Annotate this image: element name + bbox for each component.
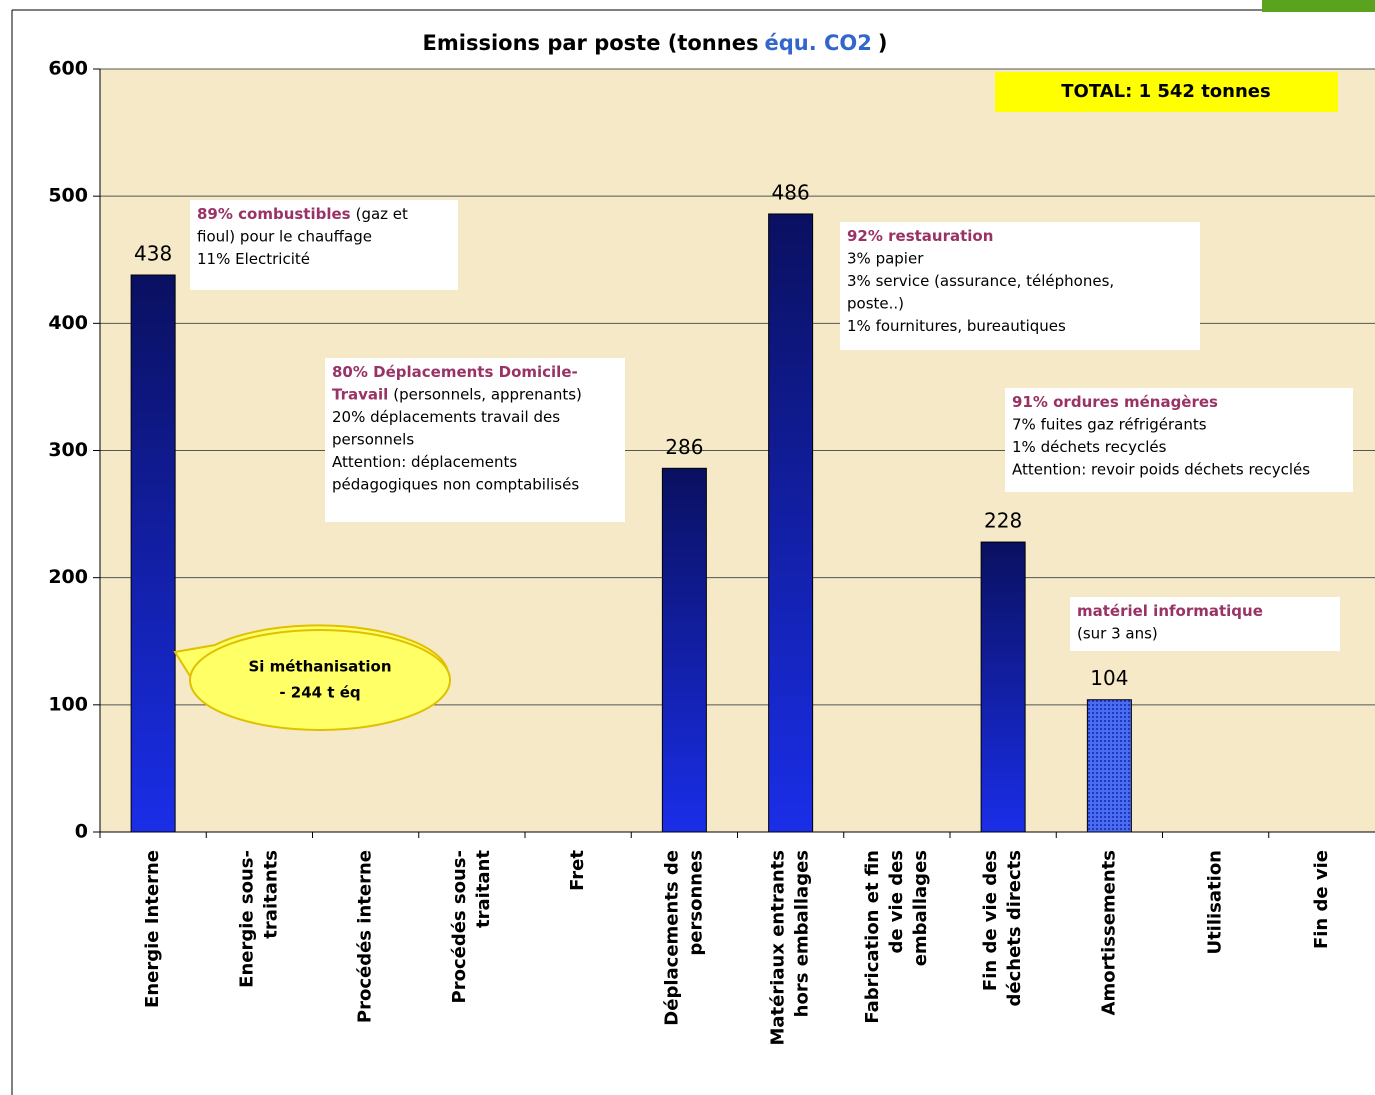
annotation-line: (sur 3 ans) [1077, 624, 1158, 642]
bar [661, 467, 707, 833]
y-tick-label: 100 [48, 693, 88, 715]
x-tick-label: déchets directs [1004, 850, 1025, 1007]
annotation-text: matériel informatique [1077, 602, 1263, 620]
annotation-line: 92% restauration [847, 227, 993, 245]
bar [130, 274, 176, 833]
x-tick-label: Energie sous- [236, 850, 257, 988]
annotation-text: 3% papier [847, 249, 924, 267]
annotation-line: 11% Electricité [197, 250, 310, 268]
x-tick-label: traitants [260, 850, 281, 939]
annotation-line: 3% papier [847, 249, 924, 267]
annotation-text: 1% fournitures, bureautiques [847, 317, 1066, 335]
title-part: Emissions par poste (tonnes [423, 31, 759, 55]
x-tick-label: traitant [473, 850, 494, 928]
annotation-text: 3% service (assurance, téléphones, [847, 272, 1114, 290]
annotation-box [190, 200, 458, 290]
annotation-line: 1% déchets recyclés [1012, 438, 1167, 456]
annotation-text: 7% fuites gaz réfrigérants [1012, 415, 1207, 433]
total: TOTAL: 1 542 tonnes [1061, 81, 1270, 102]
annotation-text: (sur 3 ans) [1077, 624, 1158, 642]
annotation-text: 1% déchets recyclés [1012, 438, 1167, 456]
x-tick-label: Procédés interne [355, 850, 376, 1023]
annotation-line: 1% fournitures, bureautiques [847, 317, 1066, 335]
annotation-text: poste..) [847, 294, 904, 312]
y-tick-label: 500 [48, 185, 88, 207]
annotation-line: personnels [332, 430, 414, 448]
annotation-text: (personnels, apprenants) [393, 385, 582, 403]
data-label: 104 [1090, 666, 1128, 690]
title-part: équ. CO2 [764, 31, 871, 55]
annotation-text: 11% Electricité [197, 250, 310, 268]
annotation-line: 80% Déplacements Domicile- [332, 363, 578, 381]
annotation-line: pédagogiques non comptabilisés [332, 475, 579, 493]
annotation-line: Attention: revoir poids déchets recyclés [1012, 460, 1310, 478]
annotation-line: fioul) pour le chauffage [197, 227, 372, 245]
x-tick-label: Matériaux entrants [768, 850, 789, 1046]
y-tick-label: 200 [48, 566, 88, 588]
annotation-text: 80% Déplacements Domicile- [332, 363, 578, 381]
annotation-text: Travail [332, 385, 388, 403]
annotation-line: 91% ordures ménagères [1012, 393, 1218, 411]
annotation-line: 3% service (assurance, téléphones, [847, 272, 1114, 290]
x-tick-label: emballages [910, 850, 931, 966]
chart-title: Emissions par poste (tonnes équ. CO2) [423, 31, 888, 55]
annotation-text: (gaz et [356, 205, 408, 223]
callout-text: Si méthanisation [248, 658, 391, 676]
x-tick-label: Procédés sous- [449, 850, 470, 1003]
annotation-box [325, 358, 625, 522]
x-tick-label: Energie Interne [142, 850, 163, 1008]
annotation-line: poste..) [847, 294, 904, 312]
data-label: 486 [772, 180, 810, 204]
annotation-box [1005, 388, 1353, 492]
data-label: 438 [134, 242, 172, 266]
annotation-box [840, 222, 1200, 350]
annotation-line: 89% combustibles (gaz et [197, 205, 408, 223]
title-part: ) [878, 31, 888, 55]
y-tick-label: 600 [48, 58, 88, 80]
annotation-line: 7% fuites gaz réfrigérants [1012, 415, 1207, 433]
annotation-text: 20% déplacements travail des [332, 408, 560, 426]
x-tick-label: hors emballages [792, 850, 813, 1017]
callout-body [189, 629, 451, 731]
y-tick-label: 400 [48, 312, 88, 334]
annotation-line: Travail (personnels, apprenants) [332, 385, 582, 403]
annotation-text: 92% restauration [847, 227, 993, 245]
x-tick-label: personnes [685, 850, 706, 956]
annotation-text: pédagogiques non comptabilisés [332, 475, 579, 493]
x-tick-label: Fin de vie [1311, 850, 1332, 949]
x-tick-label: Fret [567, 850, 588, 891]
x-tick-label: Utilisation [1205, 850, 1226, 955]
total-box [995, 72, 1338, 112]
annotation-text: 89% combustibles [197, 205, 351, 223]
bar [768, 213, 814, 833]
annotation-text: personnels [332, 430, 414, 448]
data-label: 228 [984, 509, 1022, 533]
x-tick-label: Fin de vie des [980, 850, 1001, 991]
annotation-text: Attention: revoir poids déchets recyclés [1012, 460, 1310, 478]
y-tick-label: 300 [48, 439, 88, 461]
y-tick-label: 0 [75, 821, 88, 843]
x-tick-label: de vie des [886, 850, 907, 954]
callout-text: - 244 t éq [279, 684, 360, 702]
decor-bar [1262, 0, 1375, 12]
annotation-line: matériel informatique [1077, 602, 1263, 620]
bar [1086, 699, 1132, 833]
annotation-line: 20% déplacements travail des [332, 408, 560, 426]
bar [980, 541, 1026, 833]
x-tick-label: Fabrication et fin [862, 850, 883, 1024]
annotation-line: Attention: déplacements [332, 453, 517, 471]
data-label: 286 [665, 435, 703, 459]
x-tick-label: Déplacements de [661, 850, 682, 1026]
x-tick-label: Amortissements [1098, 850, 1119, 1015]
annotation-box [1070, 597, 1340, 651]
annotation-text: 91% ordures ménagères [1012, 393, 1218, 411]
annotation-text: Attention: déplacements [332, 453, 517, 471]
annotation-text: fioul) pour le chauffage [197, 227, 372, 245]
